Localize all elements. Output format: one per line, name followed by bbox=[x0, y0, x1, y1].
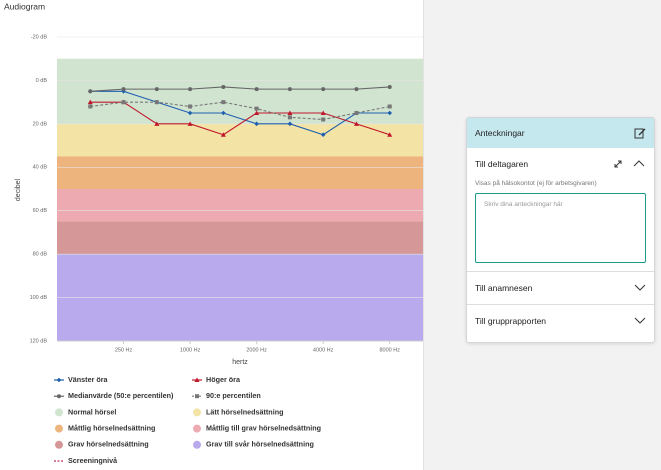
legend-swatch bbox=[55, 408, 63, 417]
chevron bbox=[634, 317, 646, 324]
section-header[interactable]: Till grupprapporten bbox=[467, 304, 654, 337]
legend-label: Grav hörselnedsättning bbox=[68, 440, 149, 449]
point bbox=[354, 111, 359, 115]
y-tick-label: 20 dB bbox=[33, 121, 48, 127]
series-line bbox=[90, 90, 390, 136]
point bbox=[254, 121, 259, 127]
point bbox=[254, 106, 259, 111]
point bbox=[287, 110, 293, 115]
point bbox=[154, 100, 159, 105]
point bbox=[387, 132, 393, 137]
band bbox=[57, 221, 423, 255]
x-tick-label: 2000 Hz bbox=[246, 347, 267, 353]
legend-label: Måttlig till grav hörselnedsättning bbox=[206, 424, 321, 433]
point bbox=[154, 121, 160, 126]
point bbox=[154, 87, 159, 92]
notes-card: Anteckningar Till deltagaren Visas på hä… bbox=[466, 117, 655, 343]
notes-title: Anteckningar bbox=[475, 128, 525, 138]
point bbox=[87, 99, 93, 105]
chevron bbox=[634, 284, 646, 291]
chart-title: Audiogram bbox=[4, 1, 45, 11]
series-line bbox=[90, 86, 390, 92]
legend-label: Medianvärde (50:e percentilen) bbox=[68, 391, 174, 400]
point bbox=[221, 84, 226, 89]
point bbox=[254, 87, 259, 92]
note-text: Visas på hälsokontot (ej för arbetsgivar… bbox=[475, 180, 597, 187]
notes-textarea[interactable]: Skriv dina anteckningar här bbox=[475, 193, 646, 263]
point bbox=[194, 377, 200, 382]
notes-header: Anteckningar bbox=[467, 118, 654, 148]
point bbox=[187, 110, 193, 116]
series-line bbox=[90, 101, 390, 121]
y-tick-label: 60 dB bbox=[33, 208, 48, 214]
legend-swatch bbox=[55, 440, 63, 449]
x-axis-label: hertz bbox=[232, 359, 248, 366]
legend-label: Screeningnivå bbox=[68, 456, 118, 465]
band bbox=[57, 156, 423, 189]
legend-swatch bbox=[193, 440, 201, 449]
legend-label: 90:e percentilen bbox=[206, 391, 261, 400]
placeholder: Skriv dina anteckningar här bbox=[484, 201, 563, 208]
point bbox=[321, 87, 326, 92]
section-title: Till grupprapporten bbox=[475, 316, 547, 326]
legend-swatch bbox=[193, 408, 201, 417]
y-axis-label: decibel bbox=[15, 178, 22, 201]
point bbox=[56, 377, 62, 383]
point bbox=[287, 115, 292, 120]
y-tick-label: 120 dB bbox=[30, 338, 48, 344]
point bbox=[320, 110, 326, 115]
point bbox=[221, 100, 226, 105]
point bbox=[354, 87, 359, 92]
edit-icon[interactable] bbox=[634, 127, 646, 139]
y-tick-label: 0 dB bbox=[36, 78, 48, 84]
legend-label: Måttlig hörselnedsättning bbox=[68, 424, 155, 433]
band bbox=[57, 189, 423, 222]
point bbox=[254, 110, 260, 115]
x-tick-label: 8000 Hz bbox=[379, 347, 400, 353]
point bbox=[88, 89, 93, 94]
y-tick-label: 40 dB bbox=[33, 165, 48, 171]
point bbox=[321, 117, 326, 122]
point bbox=[320, 132, 326, 138]
point bbox=[188, 87, 193, 92]
point bbox=[220, 132, 226, 137]
point bbox=[195, 394, 199, 399]
band bbox=[57, 123, 423, 157]
point bbox=[121, 87, 126, 92]
point bbox=[387, 84, 392, 89]
point bbox=[387, 110, 393, 116]
point bbox=[287, 121, 293, 127]
section-header[interactable]: Till deltagaren bbox=[467, 148, 654, 180]
point bbox=[88, 104, 93, 109]
section-title: Till anamnesen bbox=[475, 283, 533, 293]
legend-label: Höger öra bbox=[206, 375, 241, 384]
chart: Audiogram hertz decibel -20 dB 0 dB 20 dB 4… bbox=[4, 1, 423, 465]
point bbox=[221, 110, 226, 116]
y-tick-label: 100 dB bbox=[30, 295, 48, 301]
section-header[interactable]: Till anamnesen bbox=[467, 271, 654, 304]
point bbox=[121, 100, 126, 105]
y-tick-label: 80 dB bbox=[33, 252, 48, 258]
point bbox=[353, 121, 359, 126]
section-icons bbox=[614, 160, 645, 168]
legend-label: Vänster öra bbox=[68, 375, 109, 384]
series-line bbox=[90, 101, 390, 136]
section-title: Till deltagaren bbox=[475, 159, 529, 169]
x-tick-label: 4000 Hz bbox=[313, 347, 334, 353]
legend-label: Lätt hörselnedsättning bbox=[206, 407, 283, 416]
x-tick-label: 250 Hz bbox=[115, 347, 133, 353]
point bbox=[387, 104, 392, 109]
legend-label: Grav till svår hörselnedsättning bbox=[206, 440, 314, 449]
legend-swatch bbox=[55, 424, 63, 433]
point bbox=[188, 104, 193, 109]
legend-swatch bbox=[193, 424, 201, 433]
point bbox=[287, 87, 292, 92]
point bbox=[57, 394, 61, 399]
y-tick-label: -20 dB bbox=[31, 34, 48, 40]
x-tick-label: 1000 Hz bbox=[180, 347, 201, 353]
point bbox=[187, 121, 193, 126]
legend-label: Normal hörsel bbox=[68, 407, 116, 416]
